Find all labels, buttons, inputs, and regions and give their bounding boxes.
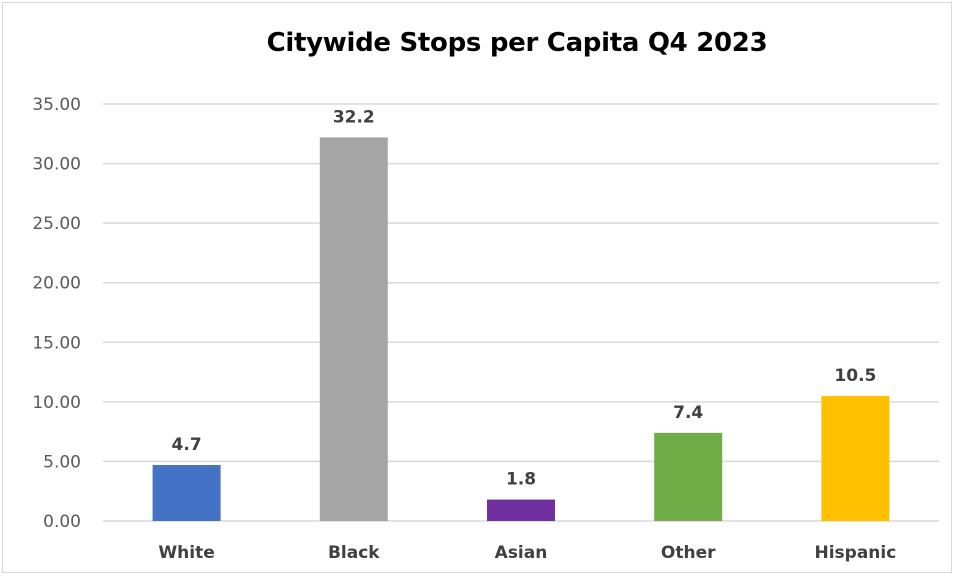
y-tick-label: 15.00	[32, 333, 81, 353]
data-label-asian: 1.8	[506, 470, 536, 490]
category-label-asian: Asian	[495, 543, 548, 563]
y-tick-label: 10.00	[32, 393, 81, 413]
bar-white	[153, 465, 221, 521]
y-tick-label: 30.00	[32, 155, 81, 175]
y-axis-tick-labels: 0.00 5.00 10.00 15.00 20.00 25.00 30.00 35.00	[32, 95, 81, 532]
data-label-white: 4.7	[172, 435, 202, 455]
y-tick-label: 25.00	[32, 214, 81, 234]
y-tick-label: 5.00	[43, 452, 81, 472]
x-axis-category-labels: White Black Asian Other Hispanic	[158, 543, 896, 563]
gridlines	[103, 104, 939, 521]
bar-black	[320, 137, 388, 521]
category-label-hispanic: Hispanic	[814, 543, 896, 563]
data-labels: 4.7 32.2 1.8 7.4 10.5	[172, 107, 877, 489]
category-label-black: Black	[328, 543, 380, 563]
data-label-black: 32.2	[333, 107, 375, 127]
category-label-other: Other	[661, 543, 716, 563]
category-label-white: White	[158, 543, 214, 563]
y-tick-label: 35.00	[32, 95, 81, 115]
y-tick-label: 20.00	[32, 274, 81, 294]
bar-hispanic	[821, 396, 889, 521]
bar-other	[654, 433, 722, 521]
bar-asian	[487, 500, 555, 521]
data-label-other: 7.4	[673, 403, 703, 423]
bars	[153, 137, 890, 521]
data-label-hispanic: 10.5	[834, 366, 876, 386]
y-tick-label: 0.00	[43, 512, 81, 532]
